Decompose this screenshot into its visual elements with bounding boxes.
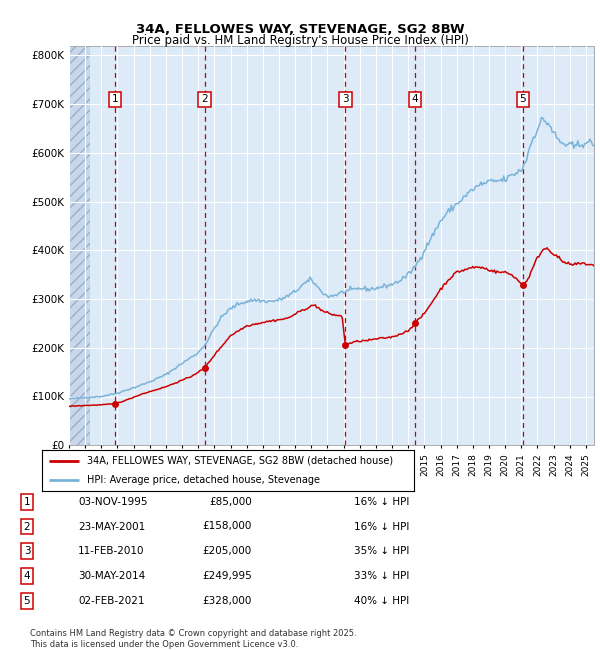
Text: £249,995: £249,995 xyxy=(202,571,252,581)
Text: 34A, FELLOWES WAY, STEVENAGE, SG2 8BW (detached house): 34A, FELLOWES WAY, STEVENAGE, SG2 8BW (d… xyxy=(86,456,393,466)
Text: 3: 3 xyxy=(342,94,349,105)
Text: 11-FEB-2010: 11-FEB-2010 xyxy=(78,546,145,556)
Text: £205,000: £205,000 xyxy=(203,546,252,556)
Text: 5: 5 xyxy=(520,94,526,105)
Text: 1: 1 xyxy=(23,497,31,507)
Text: 35% ↓ HPI: 35% ↓ HPI xyxy=(354,546,409,556)
Text: 02-FEB-2021: 02-FEB-2021 xyxy=(78,595,145,606)
Bar xyxy=(69,46,90,445)
Text: HPI: Average price, detached house, Stevenage: HPI: Average price, detached house, Stev… xyxy=(86,474,320,485)
Text: 40% ↓ HPI: 40% ↓ HPI xyxy=(354,595,409,606)
Text: 23-MAY-2001: 23-MAY-2001 xyxy=(78,521,145,532)
Text: £158,000: £158,000 xyxy=(203,521,252,532)
Text: Contains HM Land Registry data © Crown copyright and database right 2025.
This d: Contains HM Land Registry data © Crown c… xyxy=(30,629,356,649)
Text: Price paid vs. HM Land Registry's House Price Index (HPI): Price paid vs. HM Land Registry's House … xyxy=(131,34,469,47)
Text: 5: 5 xyxy=(23,595,31,606)
Text: 16% ↓ HPI: 16% ↓ HPI xyxy=(354,497,409,507)
Text: £85,000: £85,000 xyxy=(209,497,252,507)
Text: 03-NOV-1995: 03-NOV-1995 xyxy=(78,497,148,507)
Text: 2: 2 xyxy=(23,521,31,532)
Text: 30-MAY-2014: 30-MAY-2014 xyxy=(78,571,145,581)
Text: 1: 1 xyxy=(112,94,118,105)
Text: 33% ↓ HPI: 33% ↓ HPI xyxy=(354,571,409,581)
Text: 16% ↓ HPI: 16% ↓ HPI xyxy=(354,521,409,532)
Text: 4: 4 xyxy=(23,571,31,581)
Text: 3: 3 xyxy=(23,546,31,556)
Text: 34A, FELLOWES WAY, STEVENAGE, SG2 8BW: 34A, FELLOWES WAY, STEVENAGE, SG2 8BW xyxy=(136,23,464,36)
Text: 2: 2 xyxy=(201,94,208,105)
Text: 4: 4 xyxy=(412,94,418,105)
Text: £328,000: £328,000 xyxy=(203,595,252,606)
